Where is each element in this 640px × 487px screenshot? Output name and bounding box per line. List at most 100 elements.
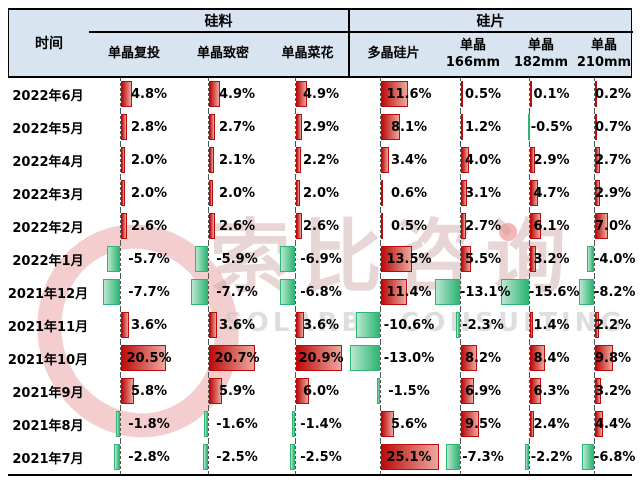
bar-axis-line (295, 309, 296, 342)
column-header: 单晶 182mm (513, 38, 569, 70)
bar-axis-line (380, 342, 381, 375)
negative-data-bar (279, 246, 295, 272)
bar-axis-line (120, 408, 121, 441)
value-cell: 2.8% (88, 111, 178, 144)
table-row: 2022年4月 2.0% 2.1% 2.2% 3.4% 4.0% 2.9% 2.7% (8, 144, 632, 177)
value-cell: 6.1% (506, 210, 574, 243)
value-label: 4.8% (130, 87, 168, 102)
value-label: 9.8% (594, 351, 632, 366)
positive-data-bar (530, 180, 539, 206)
value-cell: 5.6% (347, 408, 438, 441)
value-cell: -10.6% (347, 309, 438, 342)
value-cell: 4.9% (178, 78, 266, 111)
bar-axis-line (529, 441, 530, 474)
negative-data-bar (107, 246, 120, 272)
positive-data-bar (530, 147, 536, 173)
row-month-label: 2021年9月 (12, 386, 84, 401)
value-cell: -5.7% (88, 243, 178, 276)
value-label: 2.6% (130, 219, 168, 234)
positive-data-bar (595, 180, 601, 206)
value-label: 2.6% (302, 219, 340, 234)
value-cell: 6.0% (266, 375, 347, 408)
value-label: 3.6% (130, 318, 168, 333)
bar-axis-line (460, 210, 461, 243)
group-header-silicon-wafer: 硅片 (348, 10, 633, 33)
row-month-label: 2022年5月 (12, 122, 84, 137)
value-label: 2.2% (594, 318, 632, 333)
value-label: 6.9% (464, 384, 502, 399)
row-month-label: 2022年3月 (12, 188, 84, 203)
value-label: 5.9% (218, 384, 256, 399)
positive-data-bar (121, 213, 127, 239)
value-label: -5.9% (216, 252, 258, 267)
bar-axis-line (529, 144, 530, 177)
bar-axis-line (594, 342, 595, 375)
value-label: 20.5% (126, 351, 172, 366)
table-row: 2022年1月 -5.7% -5.9% -6.9% 13.5% 5.5% 3.2% -4.0% (8, 243, 635, 276)
value-cell: 0.5% (438, 78, 506, 111)
value-cell: 20.7% (178, 342, 266, 375)
value-label: 0.6% (390, 186, 428, 201)
bar-axis-line (295, 375, 296, 408)
value-label: 2.7% (218, 120, 256, 135)
value-label: 8.1% (390, 120, 428, 135)
bar-axis-line (120, 177, 121, 210)
group-header-row: 硅料 硅片 (89, 10, 633, 33)
positive-data-bar (461, 378, 475, 404)
value-cell: -1.4% (266, 408, 347, 441)
bar-axis-line (120, 276, 121, 309)
bar-axis-line (120, 111, 121, 144)
negative-data-bar (116, 411, 120, 437)
bar-axis-line (295, 144, 296, 177)
value-cell: 11.4% (347, 276, 438, 309)
bar-axis-line (594, 210, 595, 243)
negative-data-bar (291, 411, 295, 437)
bar-axis-line (380, 144, 381, 177)
table-row: 2021年10月 20.5% 20.7% 20.9% -13.0% 8.2% 8.4% 9.8… (8, 342, 632, 375)
value-label: 11.6% (386, 87, 432, 102)
value-label: 2.8% (130, 120, 168, 135)
value-cell: -5.9% (178, 243, 266, 276)
positive-data-bar (296, 114, 303, 140)
group-divider-line (348, 10, 350, 76)
bar-axis-line (380, 177, 381, 210)
value-label: 6.3% (533, 384, 570, 399)
value-cell: 2.7% (438, 210, 506, 243)
value-cell: 5.9% (178, 375, 266, 408)
positive-data-bar (209, 378, 222, 404)
bar-axis-line (380, 309, 381, 342)
bar-axis-line (295, 243, 296, 276)
bar-axis-line (594, 375, 595, 408)
positive-data-bar (296, 345, 342, 371)
value-cell: 9.5% (438, 408, 506, 441)
value-label: -1.4% (300, 417, 342, 432)
value-label: 4.0% (464, 153, 502, 168)
value-cell: 2.9% (506, 144, 574, 177)
positive-data-bar (381, 411, 394, 437)
table-header: 时间 硅料 硅片 单晶复投 单晶致密 单晶菜花 多晶硅片 单晶 166mm 单晶 182mm… (8, 8, 633, 78)
value-cell: 3.6% (88, 309, 178, 342)
value-cell: 9.8% (574, 342, 632, 375)
bar-axis-line (208, 441, 209, 474)
row-month-label: 2022年6月 (12, 89, 84, 104)
value-label: 0.1% (533, 87, 570, 102)
value-cell: 3.1% (438, 177, 506, 210)
value-cell: 4.8% (88, 78, 178, 111)
bar-axis-line (529, 78, 530, 111)
bar-axis-line (120, 78, 121, 111)
negative-data-bar (500, 279, 529, 305)
bar-axis-line (529, 111, 530, 144)
bar-axis-line (380, 210, 381, 243)
positive-data-bar (296, 180, 301, 206)
value-label: 20.7% (214, 351, 260, 366)
value-cell: 1.4% (506, 309, 574, 342)
value-label: 25.1% (386, 450, 432, 465)
table-row: 2022年2月 2.6% 2.6% 2.6% 0.5% 2.7% 6.1% 7.0% (8, 210, 632, 243)
negative-data-bar (113, 444, 120, 470)
value-label: 0.5% (390, 219, 428, 234)
value-cell: 2.0% (266, 177, 347, 210)
value-label: -6.9% (300, 252, 342, 267)
bar-axis-line (594, 111, 595, 144)
bar-axis-line (208, 210, 209, 243)
